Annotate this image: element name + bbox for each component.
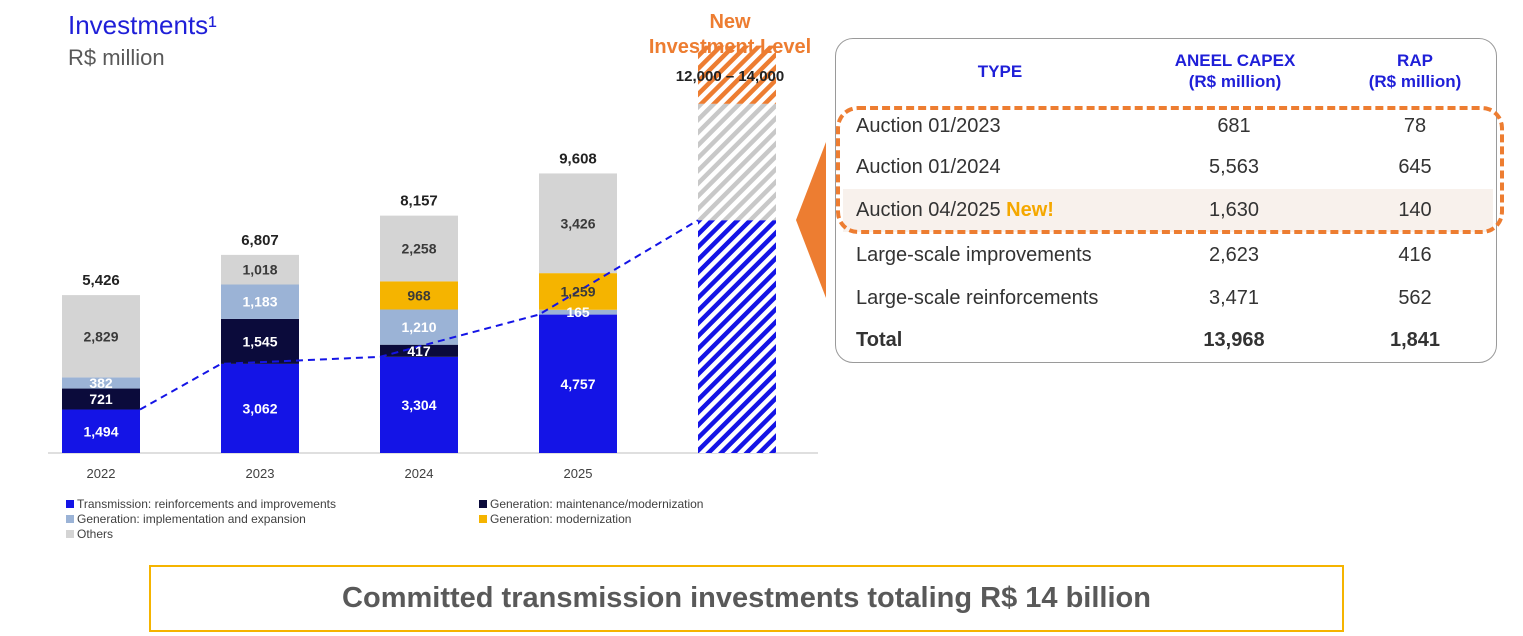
total-rap: 1,841 (1389, 329, 1441, 351)
row-rap: 140 (1398, 199, 1432, 221)
new-level-transmission-hatch (698, 220, 776, 453)
bar-segment-transmission (62, 409, 140, 453)
new-level-line1: New (709, 11, 751, 33)
row-type-text: Auction 04/2025 (856, 199, 1001, 221)
legend-swatch (66, 530, 74, 538)
legend-label: Transmission: reinforcements and improve… (77, 497, 336, 511)
chart-subtitle: R$ million (68, 45, 165, 70)
bar-segment-gen-maintenance (221, 318, 299, 364)
row-rap: 78 (1403, 115, 1427, 137)
segment-value-label: 721 (89, 391, 113, 407)
header-rap: RAP (R$ million) (1350, 50, 1480, 92)
header-rap-line1: RAP (1397, 51, 1433, 70)
segment-value-label: 3,304 (401, 397, 436, 413)
segment-value-label: 2,829 (83, 328, 118, 344)
bar-segment-others (221, 254, 299, 285)
highlighted-row-background (843, 189, 1493, 232)
bar-segment-others (62, 295, 140, 378)
segment-value-label: 417 (407, 343, 431, 359)
bar-segment-others (539, 173, 617, 274)
row-rap: 416 (1398, 244, 1432, 266)
legend-label: Others (77, 527, 114, 541)
bar-segment-gen-maintenance (62, 388, 140, 410)
legend-item-gen-maintenance: Generation: maintenance/modernization (479, 497, 703, 511)
row-type: Auction 04/2025 New! (856, 199, 1054, 222)
header-capex: ANEEL CAPEX (R$ million) (1150, 50, 1320, 92)
row-capex: 3,471 (1208, 287, 1260, 309)
x-tick-label: 2022 (87, 466, 116, 481)
bar-segment-gen-implementation (62, 377, 140, 389)
chart-title: Investments¹ (68, 10, 217, 40)
segment-value-label: 3,062 (242, 400, 277, 416)
segment-value-label: 1,545 (242, 333, 277, 349)
segment-value-label: 2,258 (401, 240, 436, 256)
row-capex: 5,563 (1208, 156, 1260, 178)
legend-item-transmission: Transmission: reinforcements and improve… (66, 497, 336, 511)
row-type: Auction 01/2024 (856, 156, 1001, 178)
new-level-range-hatch (698, 45, 776, 104)
bar-segment-gen-maintenance (380, 344, 458, 357)
segment-value-label: 1,183 (242, 294, 277, 310)
new-level-other-hatch (698, 103, 776, 221)
new-level-range: 12,000 – 14,000 (675, 68, 785, 85)
segment-value-label: 1,018 (242, 262, 277, 278)
transmission-trend-line (139, 219, 699, 411)
bar-total-label: 8,157 (400, 193, 438, 210)
summary-banner: Committed transmission investments total… (149, 565, 1344, 632)
bar-segment-gen-implementation (380, 309, 458, 345)
row-type: Large-scale improvements (856, 244, 1092, 266)
auction-table-frame (835, 38, 1497, 363)
bar-segment-gen-implementation (221, 284, 299, 319)
bar-segment-transmission (221, 363, 299, 453)
segment-value-label: 968 (407, 287, 431, 303)
bar-total-label: 6,807 (241, 232, 279, 249)
total-capex: 13,968 (1203, 329, 1265, 351)
legend-item-gen-implementation: Generation: implementation and expansion (66, 512, 306, 526)
row-rap: 562 (1398, 287, 1432, 309)
segment-value-label: 3,426 (560, 215, 595, 231)
bar-segment-gen-implementation (539, 309, 617, 315)
header-type: TYPE (977, 62, 1023, 81)
legend-swatch (479, 515, 487, 523)
row-capex: 1,630 (1208, 199, 1260, 221)
bar-total-label: 5,426 (82, 272, 120, 289)
new-badge: New! (1006, 199, 1054, 221)
legend-swatch (66, 515, 74, 523)
x-tick-label: 2023 (246, 466, 275, 481)
row-type: Large-scale reinforcements (856, 287, 1099, 309)
legend-item-gen-modernization: Generation: modernization (479, 512, 631, 526)
new-investment-level-label: New Investment Level (630, 10, 830, 60)
segment-value-label: 1,494 (83, 423, 118, 439)
segment-value-label: 4,757 (560, 376, 595, 392)
new-level-line2: Investment Level (648, 36, 812, 58)
bar-total-label: 9,608 (559, 150, 597, 167)
segment-value-label: 382 (89, 375, 113, 391)
legend-label: Generation: maintenance/modernization (490, 497, 704, 511)
bar-segment-gen-modernization (380, 281, 458, 310)
segment-value-label: 1,259 (560, 283, 595, 299)
x-tick-label: 2025 (564, 466, 593, 481)
total-type: Total (856, 329, 903, 351)
segment-value-label: 165 (566, 304, 590, 320)
row-capex: 2,623 (1208, 244, 1260, 266)
header-rap-line2: (R$ million) (1368, 72, 1462, 91)
row-rap: 645 (1398, 156, 1432, 178)
bar-segment-transmission (380, 356, 458, 453)
legend-item-others: Others (66, 527, 113, 541)
segment-value-label: 1,210 (401, 319, 436, 335)
header-capex-line2: (R$ million) (1188, 72, 1282, 91)
row-type: Auction 01/2023 (856, 115, 1001, 137)
bar-segment-transmission (539, 314, 617, 453)
new-auctions-highlight (836, 106, 1504, 234)
header-capex-line1: ANEEL CAPEX (1174, 51, 1296, 70)
legend-swatch (66, 500, 74, 508)
row-capex: 681 (1217, 115, 1251, 137)
legend-label: Generation: implementation and expansion (77, 512, 306, 526)
bar-segment-others (380, 215, 458, 282)
legend-label: Generation: modernization (490, 512, 632, 526)
pointer-arrow (796, 142, 826, 298)
x-tick-label: 2024 (405, 466, 434, 481)
legend-swatch (479, 500, 487, 508)
